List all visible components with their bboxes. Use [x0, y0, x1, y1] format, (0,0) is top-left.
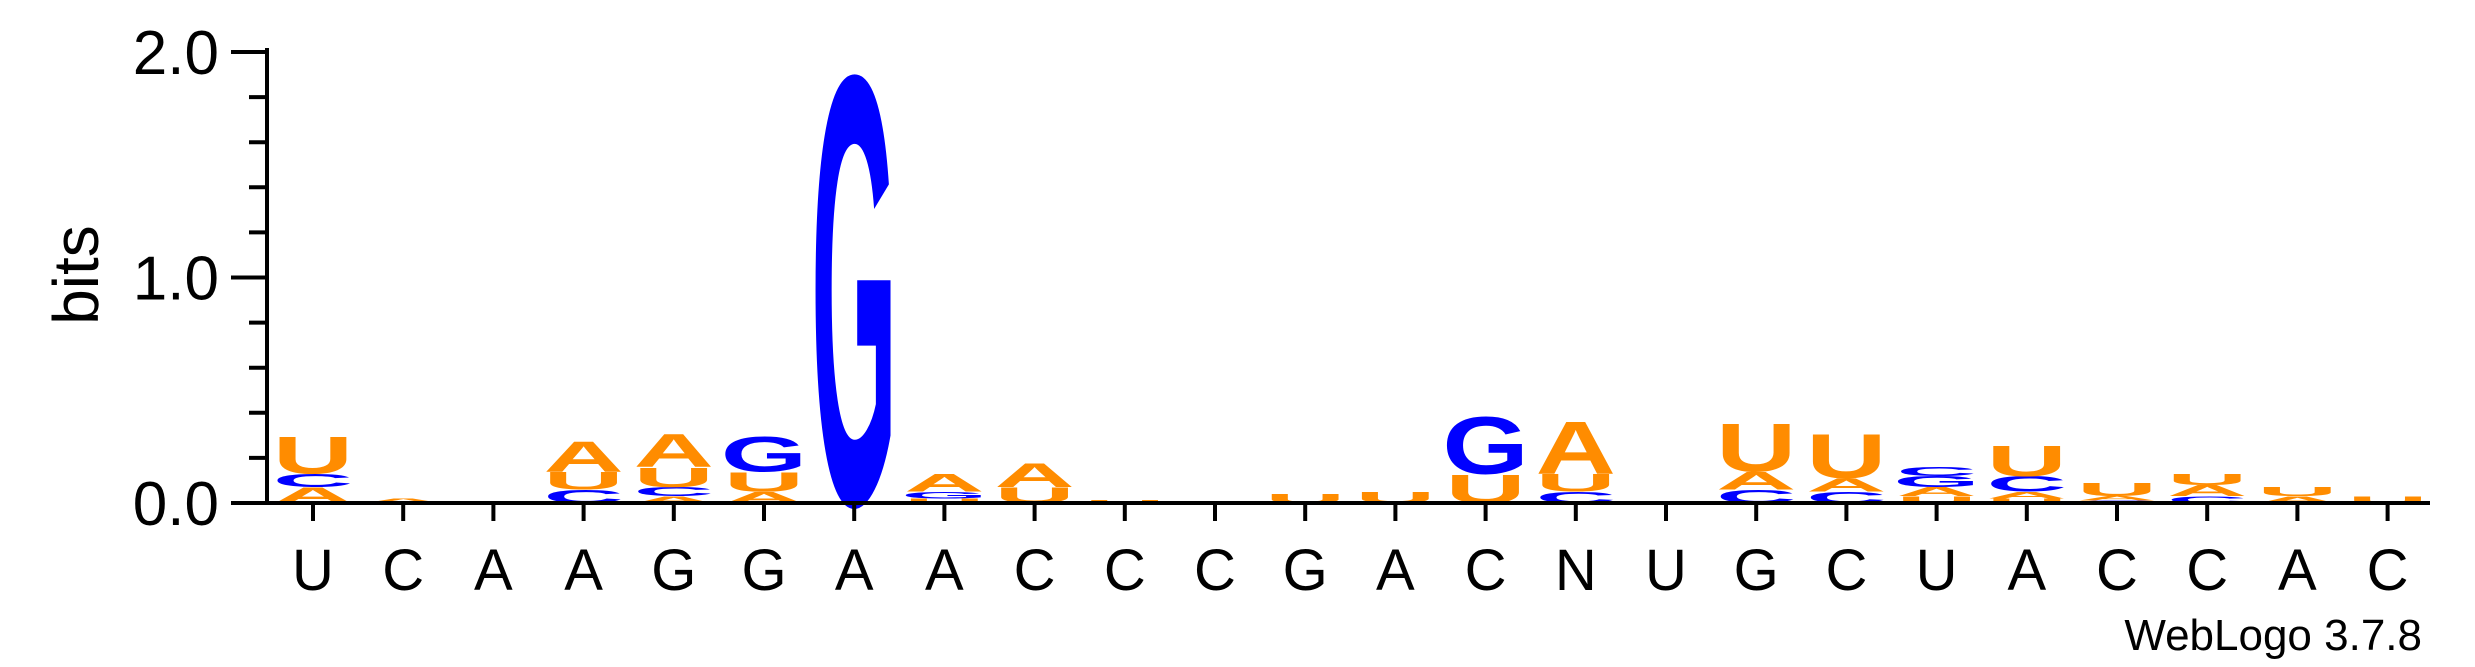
x-tick-label: U [292, 538, 334, 603]
x-tick-label: C [2096, 538, 2138, 603]
x-tick-label: G [741, 538, 786, 603]
x-tick-label: U [1916, 538, 1958, 603]
x-tick-label: C [2186, 538, 2228, 603]
x-tick-label: C [1014, 538, 1056, 603]
x-tick-label: C [2367, 538, 2409, 603]
x-tick-label: G [651, 538, 696, 603]
x-tick-label: A [2007, 538, 2046, 603]
logo-letter-C: C [1896, 465, 1976, 479]
y-axis: 0.0 1.0 2.0 [133, 19, 267, 539]
logo-letter-U: U [1987, 436, 2067, 485]
logo-letter-G: G [1442, 400, 1528, 491]
logo-letter-U: U [2077, 479, 2157, 500]
logo-letter-G: G [721, 427, 807, 483]
x-tick-label: G [1734, 538, 1779, 603]
y-tick-label: 0.0 [133, 470, 219, 539]
logo-letter-A: A [1536, 406, 1616, 490]
x-tick-label: A [2278, 538, 2317, 603]
weblogo-credit: WebLogo 3.7.8 [2124, 611, 2422, 660]
x-tick-label: A [474, 538, 513, 603]
x-tick-label: N [1555, 538, 1597, 603]
y-tick-label: 2.0 [133, 19, 219, 88]
logo-letter-U: U [1806, 422, 1886, 492]
logo-letter-U: U [2167, 471, 2247, 489]
logo-letter-U: U [273, 426, 353, 485]
x-tick-label: A [925, 538, 964, 603]
x-tick-label: C [382, 538, 424, 603]
x-tick-label: U [1645, 538, 1687, 603]
logo-letter-A: A [994, 457, 1074, 495]
x-tick-label: A [1376, 538, 1415, 603]
x-tick-label: C [1194, 538, 1236, 603]
x-tick-label: A [564, 538, 603, 603]
logo-letter-A: A [543, 432, 623, 481]
x-tick-label: G [1283, 538, 1328, 603]
logo-letter-U: U [2257, 485, 2337, 499]
x-tick-label: C [1825, 538, 1867, 603]
x-tick-label: C [1465, 538, 1507, 603]
x-tick-label: A [835, 538, 874, 603]
logo-letter-U: U [1716, 409, 1796, 487]
logo-letter-A: A [634, 425, 714, 477]
y-axis-label: bits [40, 225, 112, 325]
y-tick-label: 1.0 [133, 245, 219, 314]
logo-letter-A: A [904, 469, 984, 497]
x-tick-label: C [1104, 538, 1146, 603]
